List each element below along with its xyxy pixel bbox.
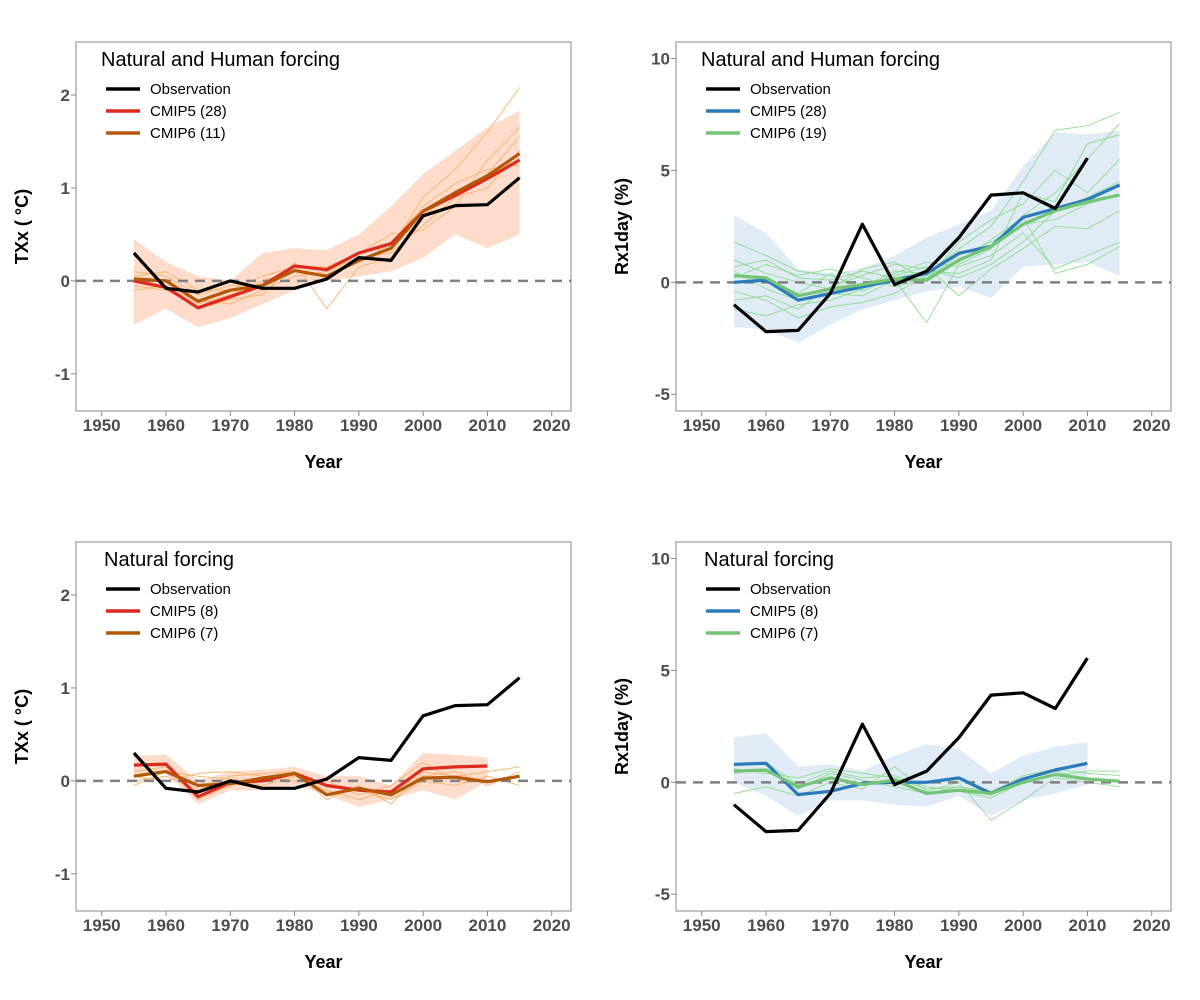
y-tick-label: 10 bbox=[651, 50, 670, 69]
x-tick-label: 2000 bbox=[1004, 916, 1042, 935]
y-tick-label: 2 bbox=[61, 86, 70, 105]
legend-entry: Observation bbox=[750, 81, 831, 98]
model-member-line-6 bbox=[733, 210, 1120, 297]
legend-entry: CMIP5 (28) bbox=[750, 103, 827, 120]
series-line-cmip6-19 bbox=[733, 193, 1120, 298]
plot-frame bbox=[675, 41, 1172, 412]
legend-entry: Observation bbox=[150, 581, 231, 598]
x-axis-title: Year bbox=[904, 952, 942, 972]
x-tick-label: 2010 bbox=[1069, 416, 1107, 435]
uncertainty-band bbox=[133, 110, 520, 328]
y-tick-label: 0 bbox=[61, 772, 70, 791]
y-tick-label: 1 bbox=[61, 179, 70, 198]
x-tick-label: 2020 bbox=[533, 416, 571, 435]
x-tick-label: 1950 bbox=[83, 916, 121, 935]
model-member-line-1 bbox=[133, 771, 520, 801]
x-tick-label: 1970 bbox=[211, 416, 249, 435]
legend-entry: Observation bbox=[150, 81, 231, 98]
x-tick-label: 2020 bbox=[1133, 416, 1171, 435]
legend-entry: CMIP6 (7) bbox=[750, 625, 818, 642]
legend-entry: Observation bbox=[750, 581, 831, 598]
y-tick-label: 5 bbox=[661, 161, 670, 180]
panel-bottom-left-txx-natural-forcing: 1950 1960 1970 1980 1990 2000 2010 2020 -1 0 1 2 Yea… bbox=[12, 541, 572, 972]
series-line-observation bbox=[732, 657, 1089, 834]
y-tick-label: 0 bbox=[661, 773, 670, 792]
y-tick-label: -1 bbox=[55, 365, 70, 384]
plot-frame bbox=[75, 41, 572, 412]
model-member-line-3 bbox=[733, 194, 1120, 288]
x-tick-label: 2020 bbox=[533, 916, 571, 935]
x-tick-label: 1980 bbox=[876, 416, 914, 435]
model-member-line-4 bbox=[733, 232, 1120, 317]
y-tick-label: -1 bbox=[55, 865, 70, 884]
x-tick-label: 2020 bbox=[1133, 916, 1171, 935]
x-axis-title: Year bbox=[304, 452, 342, 472]
x-tick-label: 1970 bbox=[211, 916, 249, 935]
x-tick-label: 1950 bbox=[683, 416, 721, 435]
x-tick-label: 1970 bbox=[811, 916, 849, 935]
x-tick-label: 1960 bbox=[147, 416, 185, 435]
x-tick-label: 1960 bbox=[147, 916, 185, 935]
y-tick-label: 2 bbox=[61, 586, 70, 605]
plot-frame bbox=[675, 541, 1172, 912]
y-tick-label: 5 bbox=[661, 661, 670, 680]
x-tick-label: 1980 bbox=[276, 916, 314, 935]
x-tick-label: 1990 bbox=[340, 916, 378, 935]
legend-entry: CMIP5 (8) bbox=[150, 603, 218, 620]
y-axis-title: Rx1day (%) bbox=[612, 678, 632, 775]
x-tick-label: 1970 bbox=[811, 416, 849, 435]
x-axis-title: Year bbox=[904, 452, 942, 472]
legend-entry: CMIP6 (19) bbox=[750, 125, 827, 142]
y-tick-label: 0 bbox=[61, 272, 70, 291]
legend-entry: CMIP6 (7) bbox=[150, 625, 218, 642]
panel-top-left-txx-all-forcing: 1950 1960 1970 1980 1990 2000 2010 2020 -1 0 1 2 Yea… bbox=[12, 41, 572, 472]
panel-top-right-rx1day-all-forcing: 1950 1960 1970 1980 1990 2000 2010 2020 -5 0 5 10 Ye… bbox=[612, 41, 1172, 472]
uncertainty-band bbox=[733, 733, 1088, 816]
panel-title: Natural forcing bbox=[704, 549, 834, 571]
x-tick-label: 2010 bbox=[469, 916, 507, 935]
panel-title: Natural and Human forcing bbox=[101, 49, 340, 71]
y-axis-title: Rx1day (%) bbox=[612, 178, 632, 275]
y-tick-label: 1 bbox=[61, 679, 70, 698]
x-tick-label: 2010 bbox=[1069, 916, 1107, 935]
model-member-line-7 bbox=[733, 216, 1120, 319]
series-line-cmip6-7 bbox=[133, 769, 520, 797]
series-line-cmip6-11 bbox=[133, 152, 521, 303]
y-tick-label: -5 bbox=[655, 885, 670, 904]
x-tick-label: 1980 bbox=[276, 416, 314, 435]
x-tick-label: 2000 bbox=[404, 416, 442, 435]
series-line-cmip5-28 bbox=[133, 158, 521, 310]
y-tick-label: 10 bbox=[651, 550, 670, 569]
x-tick-label: 1980 bbox=[876, 916, 914, 935]
y-tick-label: 0 bbox=[661, 273, 670, 292]
series-line-cmip5-8 bbox=[733, 761, 1088, 797]
legend-entry: CMIP6 (11) bbox=[150, 125, 226, 142]
x-tick-label: 1990 bbox=[940, 916, 978, 935]
x-tick-label: 1990 bbox=[340, 416, 378, 435]
y-axis-title: TXx ( °C) bbox=[12, 689, 32, 764]
panel-bottom-right-rx1day-natural-forcing: 1950 1960 1970 1980 1990 2000 2010 2020 -5 0 5 10 Ye… bbox=[612, 541, 1172, 972]
x-axis-title: Year bbox=[304, 952, 342, 972]
series-line-observation bbox=[132, 176, 521, 294]
x-tick-label: 1990 bbox=[940, 416, 978, 435]
x-tick-label: 1960 bbox=[747, 916, 785, 935]
panel-title: Natural forcing bbox=[104, 549, 234, 571]
series-line-observation bbox=[132, 676, 521, 794]
series-line-cmip6-7 bbox=[733, 768, 1120, 796]
x-tick-label: 2000 bbox=[404, 916, 442, 935]
series-line-observation bbox=[732, 157, 1089, 334]
x-tick-label: 1950 bbox=[683, 916, 721, 935]
panel-title: Natural and Human forcing bbox=[701, 49, 940, 71]
uncertainty-band bbox=[733, 130, 1120, 343]
x-tick-label: 1950 bbox=[83, 416, 121, 435]
legend-entry: CMIP5 (28) bbox=[150, 103, 227, 120]
plot-frame bbox=[75, 541, 572, 912]
x-tick-label: 2010 bbox=[469, 416, 507, 435]
x-tick-label: 1960 bbox=[747, 416, 785, 435]
legend-entry: CMIP5 (8) bbox=[750, 603, 818, 620]
y-axis-title: TXx ( °C) bbox=[12, 189, 32, 264]
x-tick-label: 2000 bbox=[1004, 416, 1042, 435]
y-tick-label: -5 bbox=[655, 385, 670, 404]
